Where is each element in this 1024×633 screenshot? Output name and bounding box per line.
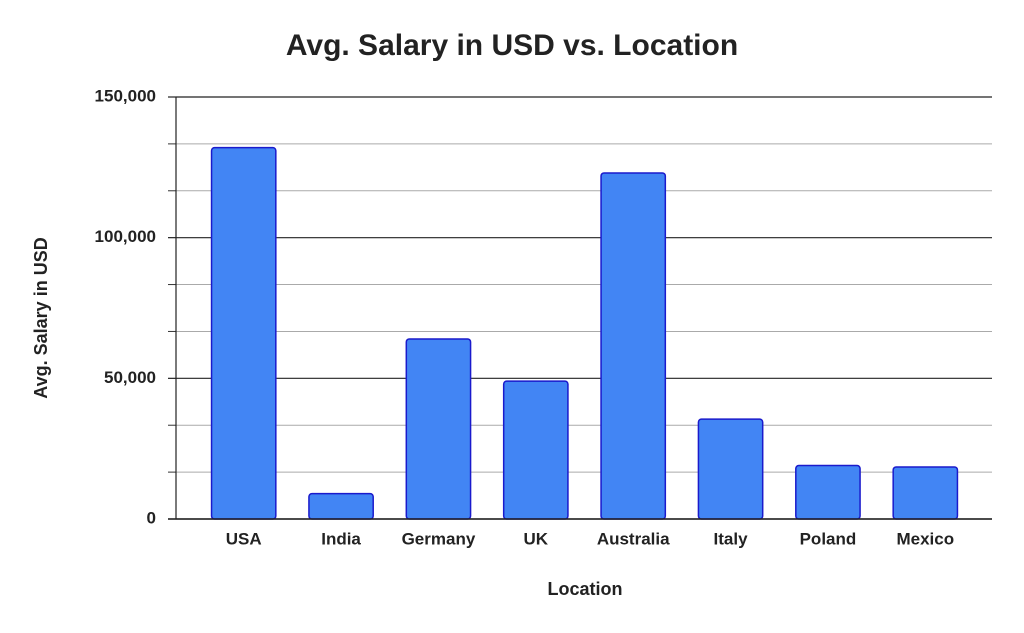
- x-tick-label: Australia: [597, 529, 670, 548]
- x-tick-label: Mexico: [896, 529, 954, 548]
- y-axis-title: Avg. Salary in USD: [31, 237, 51, 398]
- bar: [405, 338, 472, 520]
- y-tick-label: 0: [147, 508, 156, 527]
- bar: [600, 172, 667, 520]
- x-tick-label: Italy: [714, 529, 749, 548]
- chart-title: Avg. Salary in USD vs. Location: [286, 29, 738, 62]
- bar: [502, 380, 569, 520]
- x-axis-title: Location: [548, 579, 623, 599]
- y-tick-label: 50,000: [104, 368, 156, 387]
- bar: [795, 464, 861, 520]
- x-tick-label: India: [321, 529, 361, 548]
- bar: [892, 466, 959, 520]
- y-tick-label: 100,000: [95, 227, 156, 246]
- bar: [210, 146, 277, 520]
- x-tick-label: USA: [226, 529, 262, 548]
- bar: [697, 418, 764, 520]
- x-tick-label: UK: [524, 529, 549, 548]
- x-tick-label: Germany: [402, 529, 476, 548]
- bar: [308, 492, 374, 520]
- y-tick-label: 150,000: [95, 86, 156, 105]
- x-tick-label: Poland: [800, 529, 857, 548]
